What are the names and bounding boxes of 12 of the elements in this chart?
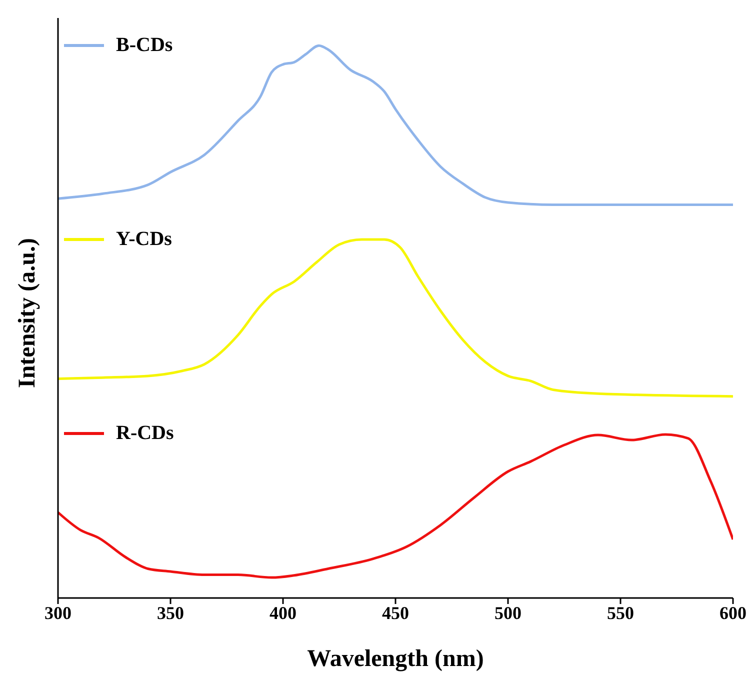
x-axis-title: Wavelength (nm) <box>307 646 484 672</box>
x-tick-label: 300 <box>44 602 72 623</box>
legend-label: R-CDs <box>116 422 174 446</box>
legend-label: Y-CDs <box>116 228 172 250</box>
x-tick-label: 500 <box>494 602 522 623</box>
x-tick-label: 350 <box>157 602 184 623</box>
x-tick-label: 400 <box>270 602 296 623</box>
y-axis-title: Intensity (a.u.) <box>14 238 41 388</box>
legend-label: B-CDs <box>116 34 173 57</box>
x-tick-label: 550 <box>607 602 634 623</box>
x-tick-label: 600 <box>720 602 746 623</box>
x-tick-label: 450 <box>382 602 409 623</box>
